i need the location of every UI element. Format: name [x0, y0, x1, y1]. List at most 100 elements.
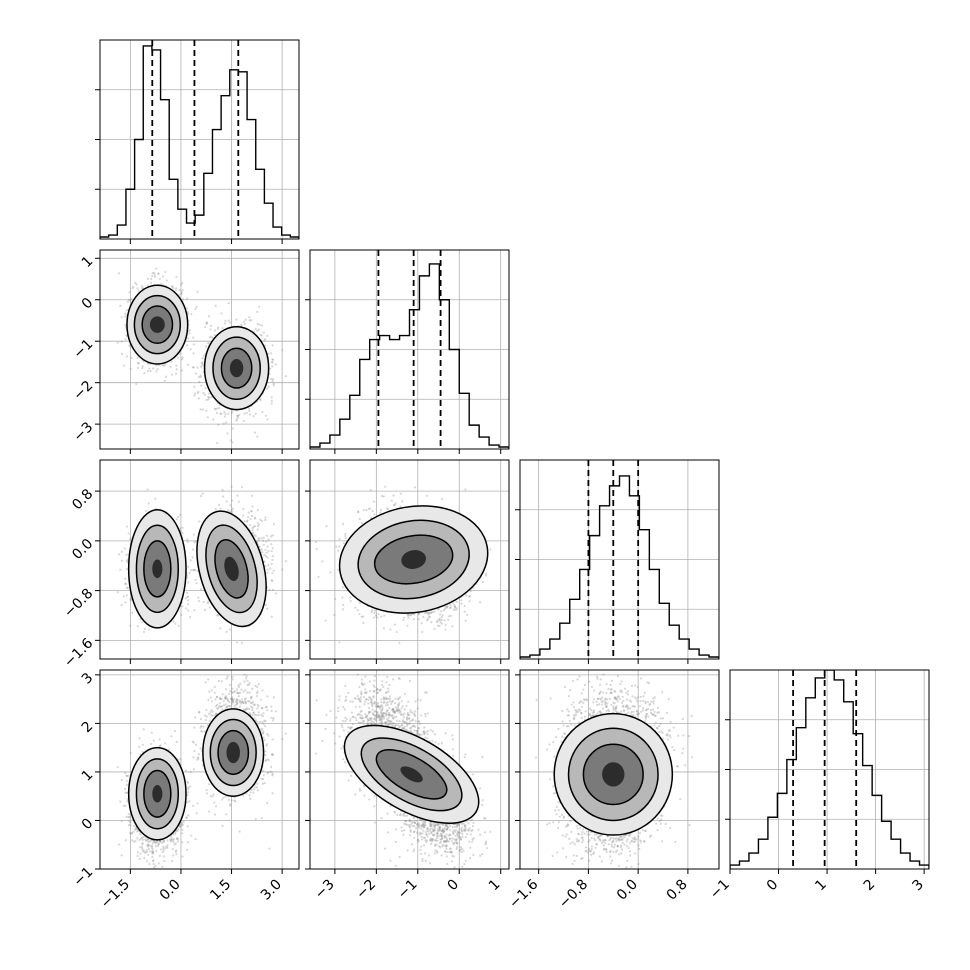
scatter-point [223, 411, 226, 414]
scatter-point [129, 367, 132, 371]
scatter-point [271, 380, 274, 383]
scatter-point [243, 322, 246, 326]
scatter-point [120, 316, 123, 319]
scatter-point [165, 279, 169, 282]
scatter-point [242, 419, 245, 423]
contours [126, 284, 270, 411]
scatter-point [274, 592, 277, 595]
axes-frame [99, 249, 300, 450]
scatter-point [201, 357, 204, 360]
scatter-point [194, 578, 197, 581]
scatter-point [235, 318, 238, 321]
scatter-point [266, 418, 269, 421]
scatter-point [174, 372, 178, 375]
scatter-point [231, 441, 234, 444]
scatter-point [264, 338, 267, 341]
scatter-point [146, 488, 149, 491]
scatter-point [253, 516, 256, 519]
scatter-point [256, 528, 259, 531]
scatter-point [267, 538, 270, 541]
scatter-point [265, 534, 269, 537]
scatter-point [248, 316, 251, 319]
scatter-point [222, 422, 225, 425]
scatter-point [199, 408, 202, 411]
scatter-point [128, 291, 131, 294]
scatter-point [228, 628, 231, 631]
scatter-point [266, 545, 269, 548]
scatter-point [267, 385, 270, 388]
scatter-point [262, 543, 265, 546]
scatter-point [270, 352, 273, 355]
scatter-point [125, 309, 128, 312]
scatter-point [184, 597, 187, 600]
scatter-point [196, 290, 199, 293]
scatter-point [207, 341, 210, 345]
scatter-point [152, 367, 155, 370]
scatter-point [214, 304, 217, 307]
scatter-point [189, 348, 192, 351]
scatter-point [174, 622, 177, 625]
scatter-point [270, 377, 273, 381]
scatter-point [207, 600, 210, 603]
scatter-point [207, 395, 210, 399]
scatter-point [261, 539, 265, 542]
scatter-point [250, 514, 254, 518]
scatter-point [127, 532, 130, 535]
scatter-point [270, 396, 273, 399]
scatter-point [264, 516, 267, 519]
scatter-point [130, 356, 133, 359]
scatter-point [270, 361, 273, 364]
scatter-point [122, 364, 125, 367]
scatter-point [137, 289, 140, 292]
hist-bars [310, 263, 509, 449]
scatter-point [193, 385, 196, 388]
scatter-point [240, 323, 243, 326]
scatter-point [180, 290, 183, 293]
scatter-point [252, 415, 255, 418]
scatter-point [180, 293, 183, 296]
scatter-point [120, 352, 124, 356]
scatter-point [259, 398, 262, 402]
scatter-point [266, 607, 269, 610]
scatter-point [256, 322, 259, 325]
scatter-point [205, 398, 208, 402]
scatter-point [170, 285, 173, 288]
scatter-point [201, 408, 205, 411]
scatter-point [274, 363, 277, 366]
scatter-point [228, 321, 231, 324]
scatter-point [174, 289, 177, 292]
scatter-point [254, 328, 257, 331]
y-tick-label: −1 [70, 336, 96, 362]
scatter-point [194, 307, 197, 311]
scatter-point [191, 366, 194, 369]
hist-bars [100, 45, 299, 239]
scatter-point [271, 344, 274, 347]
axes-frame [309, 249, 510, 450]
scatter-point [266, 568, 269, 571]
scatter-point [216, 327, 219, 331]
scatter-point [219, 412, 222, 415]
scatter-point [179, 527, 182, 530]
scatter-point [128, 537, 132, 541]
scatter-point [163, 379, 166, 382]
scatter-point [213, 407, 216, 410]
scatter-point [254, 535, 257, 538]
scatter-point [266, 556, 269, 559]
scatter-point [271, 361, 274, 364]
scatter-point [172, 287, 175, 290]
scatter-point [227, 319, 230, 322]
scatter-point [262, 331, 265, 334]
scatter-point [205, 322, 208, 325]
scatter-point [257, 538, 260, 541]
scatter-point [208, 336, 211, 339]
scatter-point [242, 320, 246, 323]
scatter-point [271, 579, 274, 583]
scatter-point [181, 298, 185, 301]
scatter-point [180, 283, 183, 286]
scatter-panel-1-0: −3−2−101 [70, 249, 300, 454]
scatter-point [220, 312, 223, 315]
scatter-point [256, 525, 259, 528]
scatter-point [148, 367, 151, 370]
scatter-point [123, 547, 127, 550]
scatter-point [125, 559, 129, 562]
